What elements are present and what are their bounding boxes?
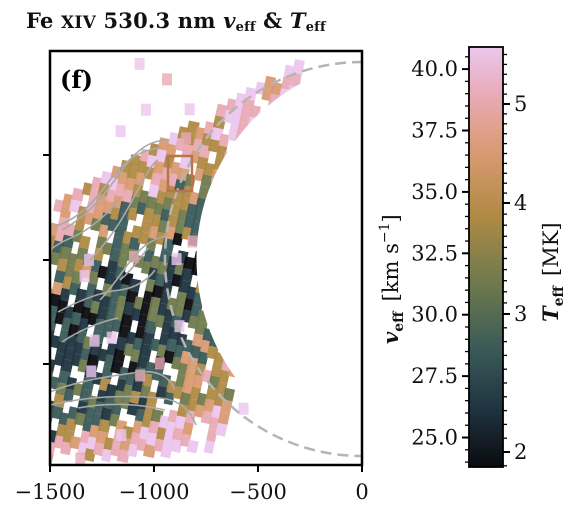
- title-ion: XIV: [61, 13, 96, 33]
- solar-limb-circle: [163, 60, 362, 458]
- colorbar-left-tick-label: 30.0: [411, 303, 458, 327]
- teff-subscript: eff: [551, 284, 567, 306]
- map-cell: [86, 365, 97, 378]
- title-element: Fe: [26, 8, 54, 33]
- map-cell: [187, 235, 198, 248]
- title-t-symbol: T: [289, 8, 306, 33]
- map-cell: [338, 247, 349, 260]
- colorbar-left-tick-label: 35.0: [411, 180, 458, 204]
- map-cell: [236, 250, 247, 263]
- teff-symbol: T: [538, 305, 563, 322]
- colorbar-left-title: veff [km s−1]: [377, 214, 407, 344]
- colorbar-left-tick-label: 27.5: [411, 364, 458, 388]
- map-cell: [116, 429, 127, 442]
- map-cell: [214, 268, 225, 281]
- map-cell: [84, 253, 95, 266]
- x-axis: −1500 −1000 −500 0: [14, 465, 369, 504]
- veff-subscript: eff: [391, 310, 407, 332]
- colorbar-right-tick-label: 4: [514, 191, 527, 215]
- colorbar-left-axis: 25.0 27.5 30.0 32.5 35.0 37.5 40.0: [411, 56, 469, 463]
- contour-line: [119, 247, 149, 281]
- map-cell: [296, 268, 307, 281]
- x-tick-label: −500: [229, 480, 287, 504]
- map-cell: [329, 80, 340, 93]
- colorbar-left-tick-label: 40.0: [411, 57, 458, 81]
- x-tick-label: −1500: [14, 480, 85, 504]
- map-panel: −1500 −1000 −500 0 (f): [14, 49, 369, 504]
- map-cell: [174, 320, 185, 333]
- figure-title: Fe XIV 530.3 nm veff & Teff: [26, 8, 326, 35]
- map-cell: [290, 73, 301, 86]
- veff-exponent: −1: [377, 222, 393, 243]
- map-cell: [292, 118, 303, 131]
- contour-line: [50, 370, 176, 393]
- veff-symbol: v: [378, 331, 403, 344]
- colorbar-frame: [468, 46, 504, 468]
- x-tick-label: −1000: [118, 480, 189, 504]
- map-cell: [106, 331, 117, 344]
- title-wavelength: 530.3 nm: [103, 8, 216, 33]
- map-cell: [211, 178, 222, 191]
- map-cell: [342, 246, 353, 259]
- contour-lines: [50, 139, 197, 426]
- contour-line: [57, 269, 156, 313]
- title-amp: &: [263, 8, 283, 33]
- map-cell: [75, 452, 86, 465]
- contour-line: [50, 147, 161, 229]
- colorbar-right-axis: 2 3 4 5: [503, 53, 527, 467]
- map-cell: [171, 253, 182, 266]
- map-cell: [154, 357, 165, 370]
- y-axis-ticks: [43, 154, 50, 365]
- map-cell: [162, 73, 173, 86]
- title-v-sub: eff: [235, 20, 256, 35]
- map-cell: [226, 192, 237, 205]
- map-cell: [89, 334, 100, 347]
- map-cell: [324, 402, 335, 415]
- map-cell: [249, 214, 260, 227]
- contour-line: [61, 139, 169, 231]
- map-cell: [300, 366, 311, 379]
- title-t-sub: eff: [305, 20, 326, 35]
- region-highlight-box: [166, 154, 194, 193]
- panel-label: (f): [60, 65, 93, 94]
- map-cell: [135, 369, 146, 382]
- colorbar-gradient: [469, 47, 503, 467]
- contour-line: [89, 159, 159, 261]
- map-cell: [140, 103, 151, 116]
- map-cell: [238, 402, 249, 415]
- map-cell: [115, 125, 126, 138]
- map-cell: [338, 258, 349, 271]
- colorbar-left-tick-label: 25.0: [411, 426, 458, 450]
- contour-line: [77, 403, 166, 411]
- map-cell: [287, 114, 298, 127]
- colorbar-right-tick-label: 5: [514, 92, 527, 116]
- colorbar-left-tick-label: 32.5: [411, 241, 458, 265]
- map-cell: [273, 162, 284, 175]
- veff-close: ]: [379, 214, 403, 222]
- x-tick-label: 0: [355, 480, 368, 504]
- contour-line: [99, 235, 166, 301]
- colorbar-left-tick-label: 37.5: [411, 119, 458, 143]
- map-cell: [252, 265, 263, 278]
- colorbar-right-title: Teff [MK]: [538, 222, 567, 322]
- plot-frame: [48, 49, 364, 467]
- map-cell: [134, 57, 145, 70]
- map-cell: [181, 132, 192, 145]
- colorbar-right-tick-label: 3: [514, 302, 527, 326]
- map-cell: [248, 165, 259, 178]
- intensity-map: [50, 57, 353, 465]
- teff-unit: [MK]: [539, 222, 563, 276]
- map-cell: [274, 156, 285, 169]
- map-cell: [79, 270, 90, 283]
- veff-unit: [km s: [379, 243, 403, 301]
- map-cell: [184, 103, 195, 116]
- title-v-symbol: v: [223, 8, 236, 33]
- contour-line: [50, 395, 197, 426]
- colorbar-right-tick-label: 2: [514, 440, 527, 464]
- contour-line: [50, 199, 119, 251]
- map-cell: [325, 432, 336, 445]
- contour-line: [61, 317, 119, 343]
